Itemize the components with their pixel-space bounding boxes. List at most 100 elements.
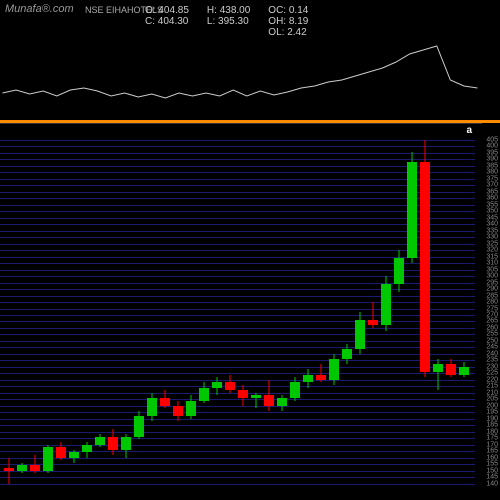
y-tick-label: 275 bbox=[486, 305, 498, 312]
y-tick-label: 390 bbox=[486, 156, 498, 163]
y-tick-label: 220 bbox=[486, 376, 498, 383]
y-tick-label: 330 bbox=[486, 234, 498, 241]
candle bbox=[134, 140, 144, 490]
candle bbox=[160, 140, 170, 490]
candle-body bbox=[264, 395, 274, 405]
candle bbox=[446, 140, 456, 490]
candle-body bbox=[433, 364, 443, 372]
candle-body bbox=[160, 398, 170, 406]
y-tick-label: 305 bbox=[486, 266, 498, 273]
y-tick-label: 210 bbox=[486, 389, 498, 396]
candle bbox=[4, 140, 14, 490]
y-tick-label: 380 bbox=[486, 169, 498, 176]
y-tick-label: 385 bbox=[486, 162, 498, 169]
stat-oc: OC: 0.14 bbox=[268, 5, 308, 16]
stat-oh: OH: 8.19 bbox=[268, 16, 308, 27]
candle-body bbox=[420, 162, 430, 372]
y-axis-labels: 1401451501551601651701751801851901952002… bbox=[478, 140, 498, 490]
stat-high: H: 438.00 bbox=[207, 5, 250, 16]
candle bbox=[121, 140, 131, 490]
indicator-chart bbox=[0, 38, 480, 120]
y-tick-label: 370 bbox=[486, 182, 498, 189]
candle bbox=[212, 140, 222, 490]
y-tick-label: 315 bbox=[486, 253, 498, 260]
candle bbox=[459, 140, 469, 490]
y-tick-label: 190 bbox=[486, 415, 498, 422]
watermark-text: Munafa®.com bbox=[5, 3, 74, 15]
candle bbox=[173, 140, 183, 490]
y-tick-label: 395 bbox=[486, 149, 498, 156]
y-tick-label: 140 bbox=[486, 480, 498, 487]
y-tick-label: 205 bbox=[486, 396, 498, 403]
stat-open: O: 404.85 bbox=[145, 5, 189, 16]
candle-body bbox=[30, 465, 40, 470]
candle-body bbox=[238, 390, 248, 398]
stat-ol: OL: 2.42 bbox=[268, 27, 308, 38]
candle bbox=[342, 140, 352, 490]
y-tick-label: 350 bbox=[486, 208, 498, 215]
y-tick-label: 400 bbox=[486, 143, 498, 150]
candle-wick bbox=[9, 458, 10, 484]
candle-body bbox=[186, 401, 196, 417]
candle bbox=[225, 140, 235, 490]
y-tick-label: 290 bbox=[486, 286, 498, 293]
candle-body bbox=[394, 258, 404, 284]
candle-body bbox=[459, 367, 469, 375]
y-tick-label: 250 bbox=[486, 337, 498, 344]
y-tick-label: 335 bbox=[486, 227, 498, 234]
y-tick-label: 280 bbox=[486, 299, 498, 306]
candle-body bbox=[212, 382, 222, 387]
candle bbox=[30, 140, 40, 490]
y-tick-label: 200 bbox=[486, 402, 498, 409]
candle bbox=[355, 140, 365, 490]
y-tick-label: 165 bbox=[486, 448, 498, 455]
y-tick-label: 145 bbox=[486, 474, 498, 481]
candle bbox=[17, 140, 27, 490]
candle bbox=[186, 140, 196, 490]
candle bbox=[69, 140, 79, 490]
candle-body bbox=[147, 398, 157, 416]
candle-body bbox=[108, 437, 118, 450]
candle-body bbox=[121, 437, 131, 450]
y-tick-label: 345 bbox=[486, 214, 498, 221]
y-tick-label: 295 bbox=[486, 279, 498, 286]
stat-close: C: 404.30 bbox=[145, 16, 189, 27]
candle-body bbox=[407, 162, 417, 258]
y-tick-label: 355 bbox=[486, 201, 498, 208]
y-tick-label: 340 bbox=[486, 221, 498, 228]
candle bbox=[368, 140, 378, 490]
candle-body bbox=[134, 416, 144, 437]
candle bbox=[277, 140, 287, 490]
candle-body bbox=[342, 349, 352, 359]
y-tick-label: 235 bbox=[486, 357, 498, 364]
candle-body bbox=[82, 445, 92, 453]
y-tick-label: 270 bbox=[486, 312, 498, 319]
candle bbox=[290, 140, 300, 490]
candle-body bbox=[446, 364, 456, 374]
candle bbox=[407, 140, 417, 490]
candle-body bbox=[251, 395, 261, 398]
y-tick-label: 375 bbox=[486, 175, 498, 182]
candle-body bbox=[173, 406, 183, 416]
candle bbox=[238, 140, 248, 490]
candle bbox=[329, 140, 339, 490]
candle bbox=[147, 140, 157, 490]
y-tick-label: 365 bbox=[486, 188, 498, 195]
candle-body bbox=[199, 388, 209, 401]
candle-body bbox=[277, 398, 287, 406]
y-tick-label: 160 bbox=[486, 454, 498, 461]
candle bbox=[199, 140, 209, 490]
candle-body bbox=[381, 284, 391, 325]
y-tick-label: 300 bbox=[486, 273, 498, 280]
price-chart bbox=[0, 140, 475, 490]
candle-body bbox=[17, 465, 27, 470]
ohlc-stats: O: 404.85 H: 438.00 OC: 0.14 C: 404.30 L… bbox=[145, 5, 308, 38]
y-tick-label: 215 bbox=[486, 383, 498, 390]
candle bbox=[108, 140, 118, 490]
y-tick-label: 265 bbox=[486, 318, 498, 325]
candle-body bbox=[95, 437, 105, 445]
candle bbox=[316, 140, 326, 490]
candle-body bbox=[329, 359, 339, 380]
y-tick-label: 150 bbox=[486, 467, 498, 474]
candle bbox=[56, 140, 66, 490]
